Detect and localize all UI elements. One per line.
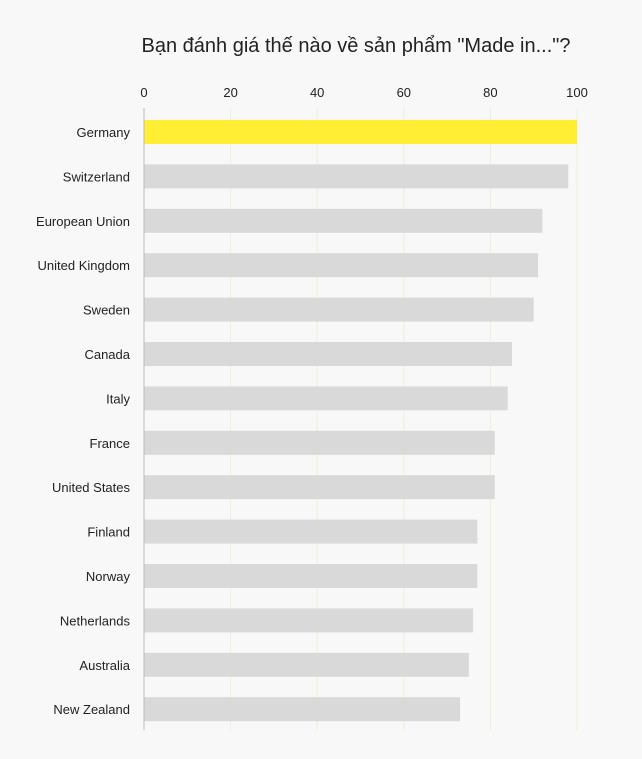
bar-france	[144, 430, 495, 455]
category-label: Canada	[84, 347, 130, 362]
bar-canada	[144, 342, 512, 366]
category-label: Germany	[77, 125, 131, 140]
category-label: Australia	[79, 658, 130, 673]
bar-italy	[144, 386, 508, 411]
bar-united-states	[144, 475, 495, 500]
bar-switzerland	[144, 164, 569, 189]
category-label: United States	[52, 480, 131, 495]
grid-lines	[230, 108, 578, 730]
category-label: Italy	[106, 391, 130, 406]
bar-australia	[144, 652, 469, 677]
category-labels: Germany Switzerland European Union United K…	[36, 125, 131, 717]
category-label: European Union	[36, 214, 130, 229]
x-tick-label: 60	[397, 85, 411, 100]
bar-netherlands	[144, 608, 474, 633]
x-tick-label: 100	[566, 85, 588, 100]
bar-finland	[144, 519, 478, 544]
bar-sweden	[144, 297, 534, 322]
category-label: New Zealand	[53, 702, 130, 717]
x-tick-label: 80	[483, 85, 497, 100]
bar-germany	[144, 120, 577, 144]
bars	[144, 120, 577, 722]
category-label: United Kingdom	[38, 258, 131, 273]
x-tick-label: 40	[310, 85, 324, 100]
category-label: France	[90, 436, 130, 451]
x-tick-label: 0	[140, 85, 147, 100]
chart-title: Bạn đánh giá thế nào về sản phẩm "Made i…	[142, 35, 571, 57]
bar-european-union	[144, 208, 543, 233]
category-label: Switzerland	[63, 169, 130, 184]
category-label: Netherlands	[60, 613, 131, 628]
category-label: Norway	[86, 569, 131, 584]
x-tick-label: 20	[223, 85, 237, 100]
bar-norway	[144, 564, 478, 588]
bar-united-kingdom	[144, 253, 538, 278]
bar-new-zealand	[144, 697, 461, 722]
category-label: Finland	[87, 525, 130, 540]
x-axis-ticks: 0 20 40 60 80 100	[140, 85, 587, 100]
category-label: Sweden	[83, 303, 130, 318]
